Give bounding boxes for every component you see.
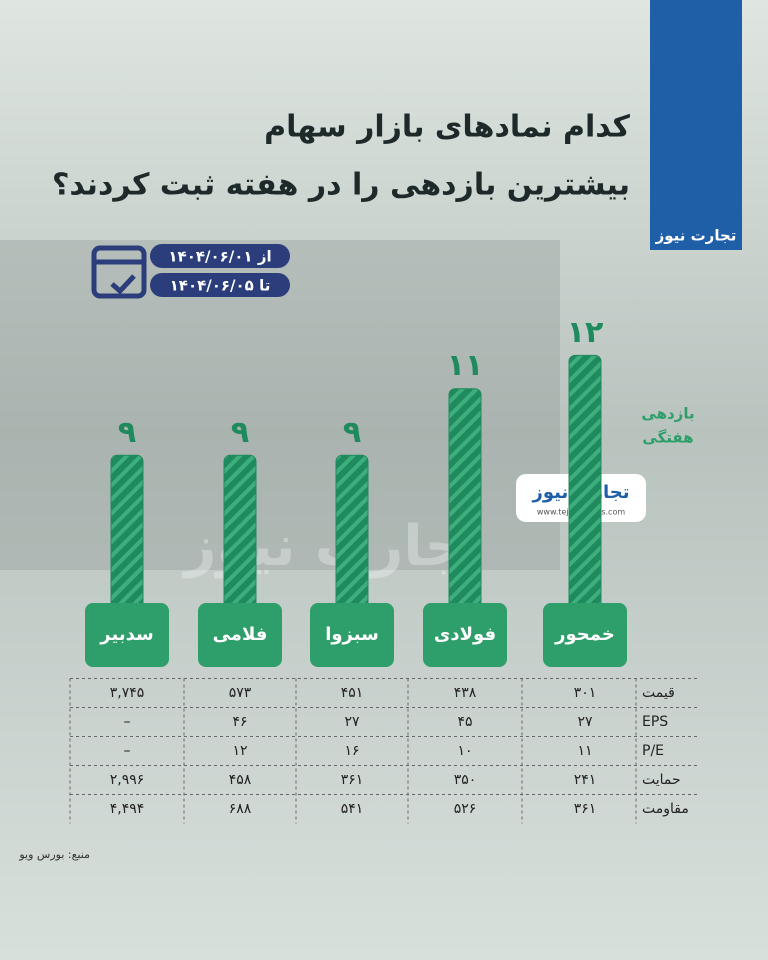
table-cell: ۴۳۸ [454,685,477,701]
table-cell: – [124,714,131,730]
bar [223,454,257,624]
category-label: فولادی [434,624,496,645]
row-label: مقاومت [642,801,689,817]
category-box [85,603,169,667]
table-cell: ۲۷ [577,714,593,730]
row-label: قیمت [642,685,675,701]
table-cell: ۱۰ [457,743,472,759]
table-cell: ۲۷ [344,714,360,730]
value-label: ۹ [343,415,361,450]
table-cell: ۱۲ [232,743,247,759]
date-to: تا ۱۴۰۴/۰۶/۰۵ [170,277,271,295]
category-label: سدبیر [99,624,153,645]
table-cell: ۴,۴۹۴ [110,801,145,817]
bar [110,454,144,624]
category-box [543,603,627,667]
category-box [423,603,507,667]
table-cell: ۶۸۸ [229,801,252,817]
table-cell: ۴۵۸ [229,772,252,788]
table-cell: ۴۵ [457,714,472,730]
bar [568,354,602,624]
value-label: ۱۱ [447,348,484,383]
table-cell: ۵۴۱ [341,801,364,817]
bar [448,388,482,624]
chart-title: کدام نمادهای بازار سهام [264,110,630,145]
bar [335,454,369,624]
date-from: از ۱۴۰۴/۰۶/۰۱ [168,248,271,266]
table-cell: ۱۱ [577,743,592,759]
row-label: EPS [642,714,668,730]
source: منبع: بورس ویو [18,848,90,861]
category-label: سبزوا [325,624,379,645]
category-box [198,603,282,667]
table-cell: ۳۶۱ [574,801,597,817]
date-pill [150,273,290,297]
brand-ribbon [650,0,742,250]
value-label: ۹ [118,415,136,450]
y-axis-label: بازدهی [641,405,694,423]
table-cell: – [124,743,131,759]
y-axis-label: هفتگی [642,429,693,447]
category-box [310,603,394,667]
table-cell: ۳۰۱ [574,685,597,701]
table-cell: ۴۶ [232,714,247,730]
table-cell: ۳۵۰ [454,772,477,788]
table-cell: ۴۵۱ [341,685,364,701]
row-label: حمایت [642,772,681,788]
table-cell: ۲۴۱ [574,772,597,788]
value-label: ۹ [231,415,249,450]
table-cell: ۵۷۳ [229,685,252,701]
table-cell: ۵۲۶ [454,801,477,817]
chart-title: بیشترین بازدهی را در هفته ثبت کردند؟ [52,168,630,203]
table-cell: ۳۶۱ [341,772,364,788]
calendar-icon [91,245,147,299]
category-label: خمحور [554,624,615,645]
category-label: فلامی [213,624,268,645]
value-label: ۱۲ [567,315,604,350]
date-pill [150,244,290,268]
brand-logo: تجارت نیوز [655,227,737,245]
row-label: P/E [642,743,664,759]
table-cell: ۳,۷۴۵ [110,685,145,701]
table-cell: ۱۶ [344,743,359,759]
table-cell: ۲,۹۹۶ [110,772,145,788]
